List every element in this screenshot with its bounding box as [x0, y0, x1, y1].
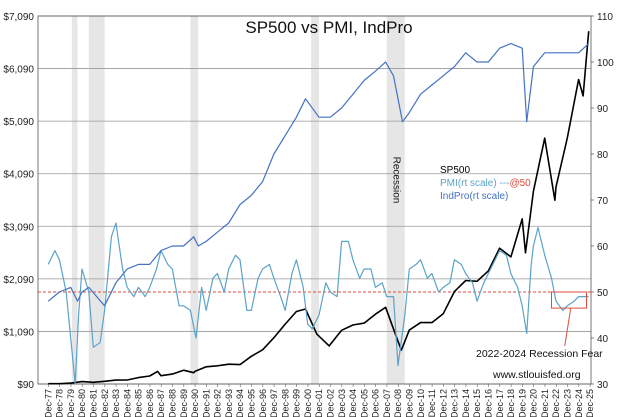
x-tick-label: Dec-05 — [359, 389, 369, 417]
x-tick-label: Dec-79 — [66, 389, 76, 417]
x-tick-label: Dec-07 — [382, 389, 392, 417]
x-tick-label: Dec-83 — [111, 389, 121, 417]
x-tick-label: Dec-13 — [450, 389, 460, 417]
y-right-tick-label: 40 — [597, 334, 609, 345]
x-tick-label: Dec-90 — [190, 389, 200, 417]
y-left-tick-label: $5,090 — [3, 117, 34, 128]
x-tick-label: Dec-99 — [292, 389, 302, 417]
x-tick-label: Dec-10 — [416, 389, 426, 417]
source-label: www.stlouisfed.org — [492, 369, 581, 381]
y-left-tick-label: $3,090 — [3, 222, 34, 233]
x-tick-label: Dec-02 — [326, 389, 336, 417]
recession-fear-box — [551, 291, 587, 309]
y-left-tick-label: $90 — [17, 380, 34, 391]
y-left-tick-label: $2,090 — [3, 275, 34, 286]
x-tick-label: Dec-91 — [201, 389, 211, 417]
x-tick-label: Dec-14 — [461, 389, 471, 417]
x-tick-label: Dec-82 — [100, 389, 110, 417]
y-right-tick-label: 90 — [597, 104, 609, 115]
y-left-tick-label: $6,090 — [3, 65, 34, 76]
x-tick-label: Dec-97 — [269, 389, 279, 417]
x-tick-label: Dec-89 — [179, 389, 189, 417]
x-tick-label: Dec-88 — [168, 389, 178, 417]
x-tick-label: Dec-98 — [280, 389, 290, 417]
x-tick-label: Dec-21 — [540, 389, 550, 417]
x-tick-label: Dec-09 — [405, 389, 415, 417]
x-tick-label: Dec-86 — [145, 389, 155, 417]
series-line-pmi — [47, 222, 589, 385]
x-tick-label: Dec-81 — [89, 389, 99, 417]
recession-fear-label: 2022-2024 Recession Fear — [476, 348, 603, 360]
y-right-tick-label: 70 — [597, 196, 609, 207]
x-tick-label: Dec-03 — [337, 389, 347, 417]
y-left-tick-label: $1,090 — [3, 327, 34, 338]
x-tick-label: Dec-16 — [484, 389, 494, 417]
x-tick-label: Dec-06 — [371, 389, 381, 417]
x-tick-label: Dec-77 — [43, 389, 53, 417]
recession-fear-arrow — [564, 308, 572, 347]
x-tick-label: Dec-80 — [77, 389, 87, 417]
y-right-tick-label: 50 — [597, 288, 609, 299]
y-right-tick-label: 30 — [597, 380, 609, 391]
x-tick-label: Dec-12 — [438, 389, 448, 417]
x-tick-label: Dec-17 — [495, 389, 505, 417]
x-tick-label: Dec-24 — [574, 389, 584, 417]
x-tick-label: Dec-93 — [224, 389, 234, 417]
x-tick-label: Dec-85 — [134, 389, 144, 417]
chart-title: SP500 vs PMI, IndPro — [245, 18, 412, 37]
series-line-indpro — [47, 43, 590, 307]
x-tick-label: Dec-19 — [517, 389, 527, 417]
recession-band — [71, 16, 78, 384]
x-tick-label: Dec-11 — [427, 389, 437, 417]
x-tick-label: Dec-22 — [551, 389, 561, 417]
series-line-sp500 — [48, 31, 590, 385]
x-tick-label: Dec-08 — [393, 389, 403, 417]
legend-sp500: SP500 — [440, 165, 470, 176]
y-left-tick-label: $7,090 — [3, 12, 34, 23]
recession-band — [311, 16, 320, 384]
x-tick-label: Dec-15 — [472, 389, 482, 417]
recession-label: Recession — [391, 157, 402, 204]
legend-pmi: PMI(rt scale) ---@50 — [440, 178, 531, 189]
x-tick-label: Dec-96 — [258, 389, 268, 417]
x-tick-label: Dec-20 — [529, 389, 539, 417]
x-tick-label: Dec-23 — [563, 389, 573, 417]
y-left-tick-label: $4,090 — [3, 170, 34, 181]
x-tick-label: Dec-87 — [156, 389, 166, 417]
y-right-tick-label: 100 — [597, 58, 614, 69]
x-tick-label: Dec-92 — [213, 389, 223, 417]
x-tick-label: Dec-95 — [247, 389, 257, 417]
x-tick-label: Dec-04 — [348, 389, 358, 417]
y-right-tick-label: 60 — [597, 242, 609, 253]
y-right-tick-label: 80 — [597, 150, 609, 161]
x-tick-label: Dec-18 — [506, 389, 516, 417]
legend-indpro: IndPro(rt scale) — [440, 191, 508, 202]
x-tick-label: Dec-25 — [585, 389, 595, 417]
x-tick-label: Dec-01 — [314, 389, 324, 417]
x-tick-label: Dec-78 — [55, 389, 65, 417]
x-tick-label: Dec-00 — [303, 389, 313, 417]
x-tick-label: Dec-94 — [235, 389, 245, 417]
x-tick-label: Dec-84 — [122, 389, 132, 417]
plot-border — [37, 15, 592, 385]
recession-band — [190, 16, 199, 384]
y-right-tick-label: 110 — [597, 12, 613, 23]
